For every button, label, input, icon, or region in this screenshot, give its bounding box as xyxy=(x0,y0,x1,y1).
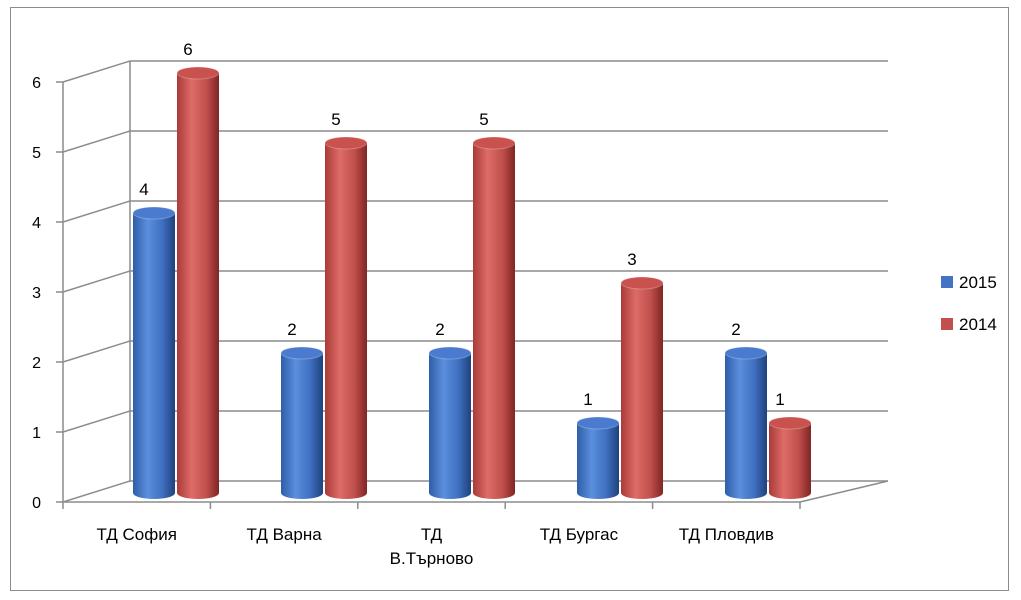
floor-edge xyxy=(799,480,889,503)
data-label: 6 xyxy=(183,40,192,59)
x-tick-label: ТД Бургас xyxy=(540,525,619,544)
bar xyxy=(281,353,323,499)
bar-top xyxy=(620,276,664,290)
bar xyxy=(429,353,471,499)
bar-top xyxy=(428,346,472,360)
bar-top xyxy=(472,136,516,150)
data-label: 5 xyxy=(479,110,488,129)
bar xyxy=(177,73,219,499)
side-gridline xyxy=(62,200,131,223)
bar-top xyxy=(176,66,220,80)
legend-swatch xyxy=(941,276,953,288)
bar-top xyxy=(324,136,368,150)
side-gridline xyxy=(62,270,131,293)
x-tick-label: В.Търново xyxy=(390,549,474,568)
y-tick-label: 3 xyxy=(32,285,41,302)
bar-top xyxy=(768,416,812,430)
bar-top xyxy=(280,346,324,360)
legend-label: 2015 xyxy=(959,273,997,292)
data-label: 4 xyxy=(139,180,148,199)
bar-top xyxy=(576,416,620,430)
x-tick-label: ТД xyxy=(421,525,443,544)
bar xyxy=(577,423,619,499)
y-tick-label: 6 xyxy=(32,75,41,92)
legend: 2015 2014 xyxy=(941,273,997,334)
y-tick-label: 5 xyxy=(32,145,41,162)
y-tick-label: 0 xyxy=(32,495,41,512)
data-label: 2 xyxy=(731,320,740,339)
data-label: 3 xyxy=(627,250,636,269)
x-tick-label: ТД Варна xyxy=(247,525,323,544)
x-tick-label: ТД Пловдив xyxy=(679,525,774,544)
bar-top xyxy=(132,206,176,220)
side-gridline xyxy=(62,340,131,363)
data-label: 2 xyxy=(287,320,296,339)
labels-layer: 4 6 2 5 2 5 1 3 2 1 xyxy=(139,40,784,409)
bar xyxy=(769,423,811,499)
y-tick-label: 2 xyxy=(32,355,41,372)
y-tick-label: 1 xyxy=(32,425,41,442)
bar xyxy=(473,143,515,499)
side-gridline xyxy=(62,60,131,83)
side-gridline xyxy=(62,130,131,153)
legend-label: 2014 xyxy=(959,315,997,334)
data-label: 2 xyxy=(435,320,444,339)
y-tick-label: 4 xyxy=(32,215,41,232)
side-gridline xyxy=(62,410,131,433)
data-label: 1 xyxy=(583,390,592,409)
legend-swatch xyxy=(941,318,953,330)
x-tick-label: ТД София xyxy=(96,525,176,544)
bar-top xyxy=(724,346,768,360)
data-label: 5 xyxy=(331,110,340,129)
side-gridline xyxy=(62,480,131,503)
data-label: 1 xyxy=(775,390,784,409)
bars-layer xyxy=(132,66,812,499)
bar xyxy=(133,213,175,499)
bar xyxy=(725,353,767,499)
bar xyxy=(325,143,367,499)
bar xyxy=(621,283,663,499)
